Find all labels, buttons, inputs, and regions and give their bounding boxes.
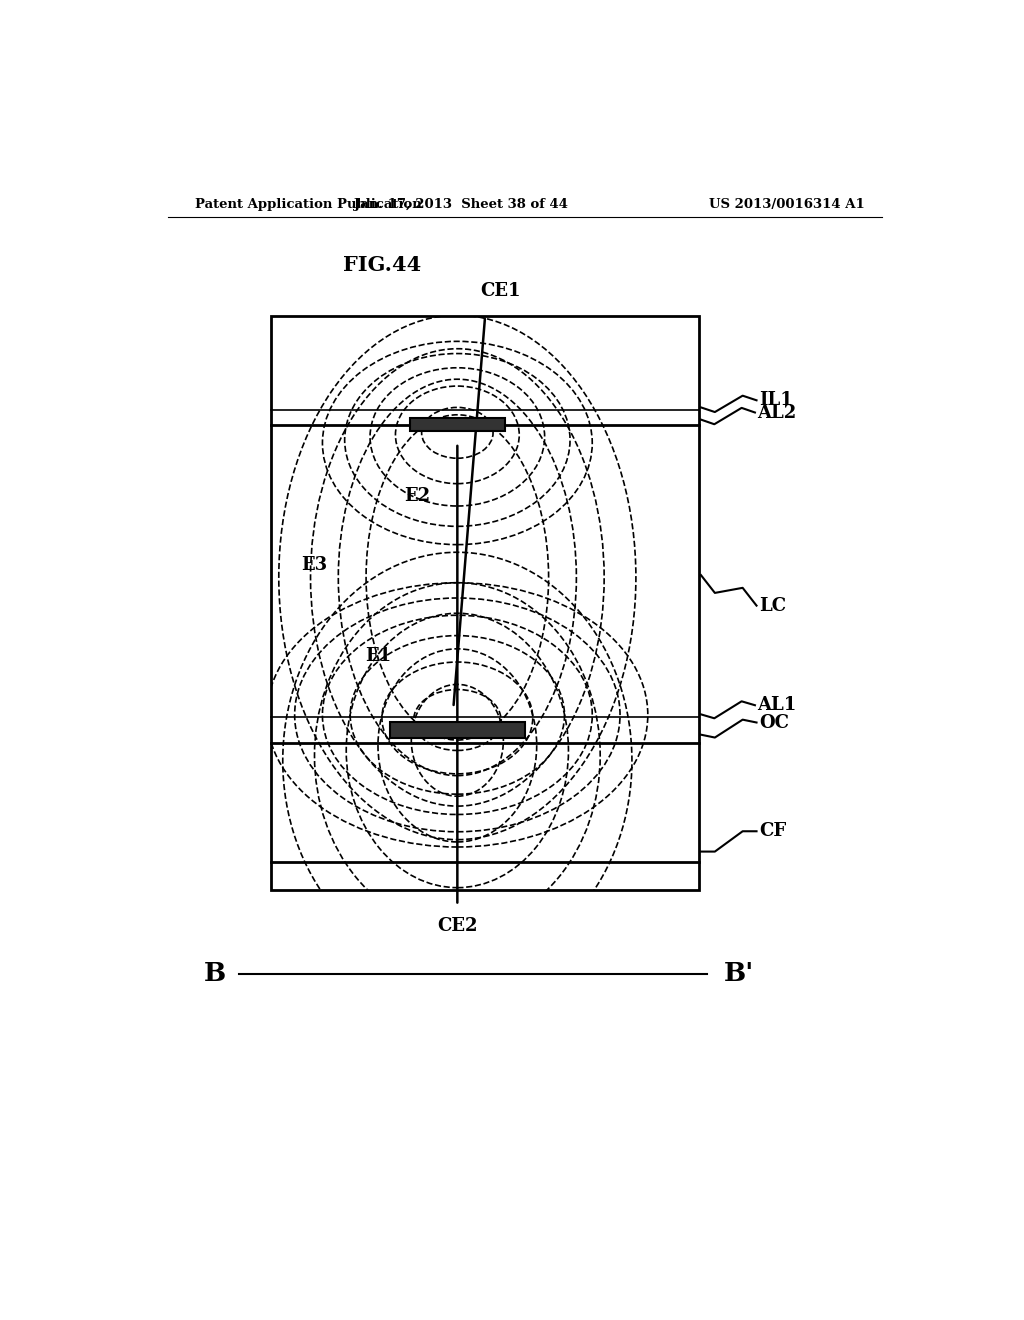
Text: E2: E2 — [404, 487, 431, 504]
Text: B: B — [204, 961, 226, 986]
Text: Jan. 17, 2013  Sheet 38 of 44: Jan. 17, 2013 Sheet 38 of 44 — [354, 198, 568, 211]
Text: B': B' — [724, 961, 755, 986]
Text: US 2013/0016314 A1: US 2013/0016314 A1 — [709, 198, 864, 211]
Text: CF: CF — [759, 822, 786, 841]
Text: AL2: AL2 — [758, 404, 797, 421]
Text: OC: OC — [759, 714, 788, 731]
Text: E1: E1 — [365, 647, 391, 665]
Bar — [270, 315, 699, 890]
Text: AL1: AL1 — [758, 696, 797, 714]
Text: Patent Application Publication: Patent Application Publication — [196, 198, 422, 211]
Bar — [410, 418, 505, 432]
Text: CE2: CE2 — [437, 917, 477, 935]
Text: E3: E3 — [301, 556, 328, 574]
Text: LC: LC — [759, 597, 786, 615]
Text: IL1: IL1 — [759, 391, 793, 409]
Text: FIG.44: FIG.44 — [343, 255, 421, 275]
Bar — [390, 722, 524, 738]
Text: CE1: CE1 — [480, 281, 521, 300]
